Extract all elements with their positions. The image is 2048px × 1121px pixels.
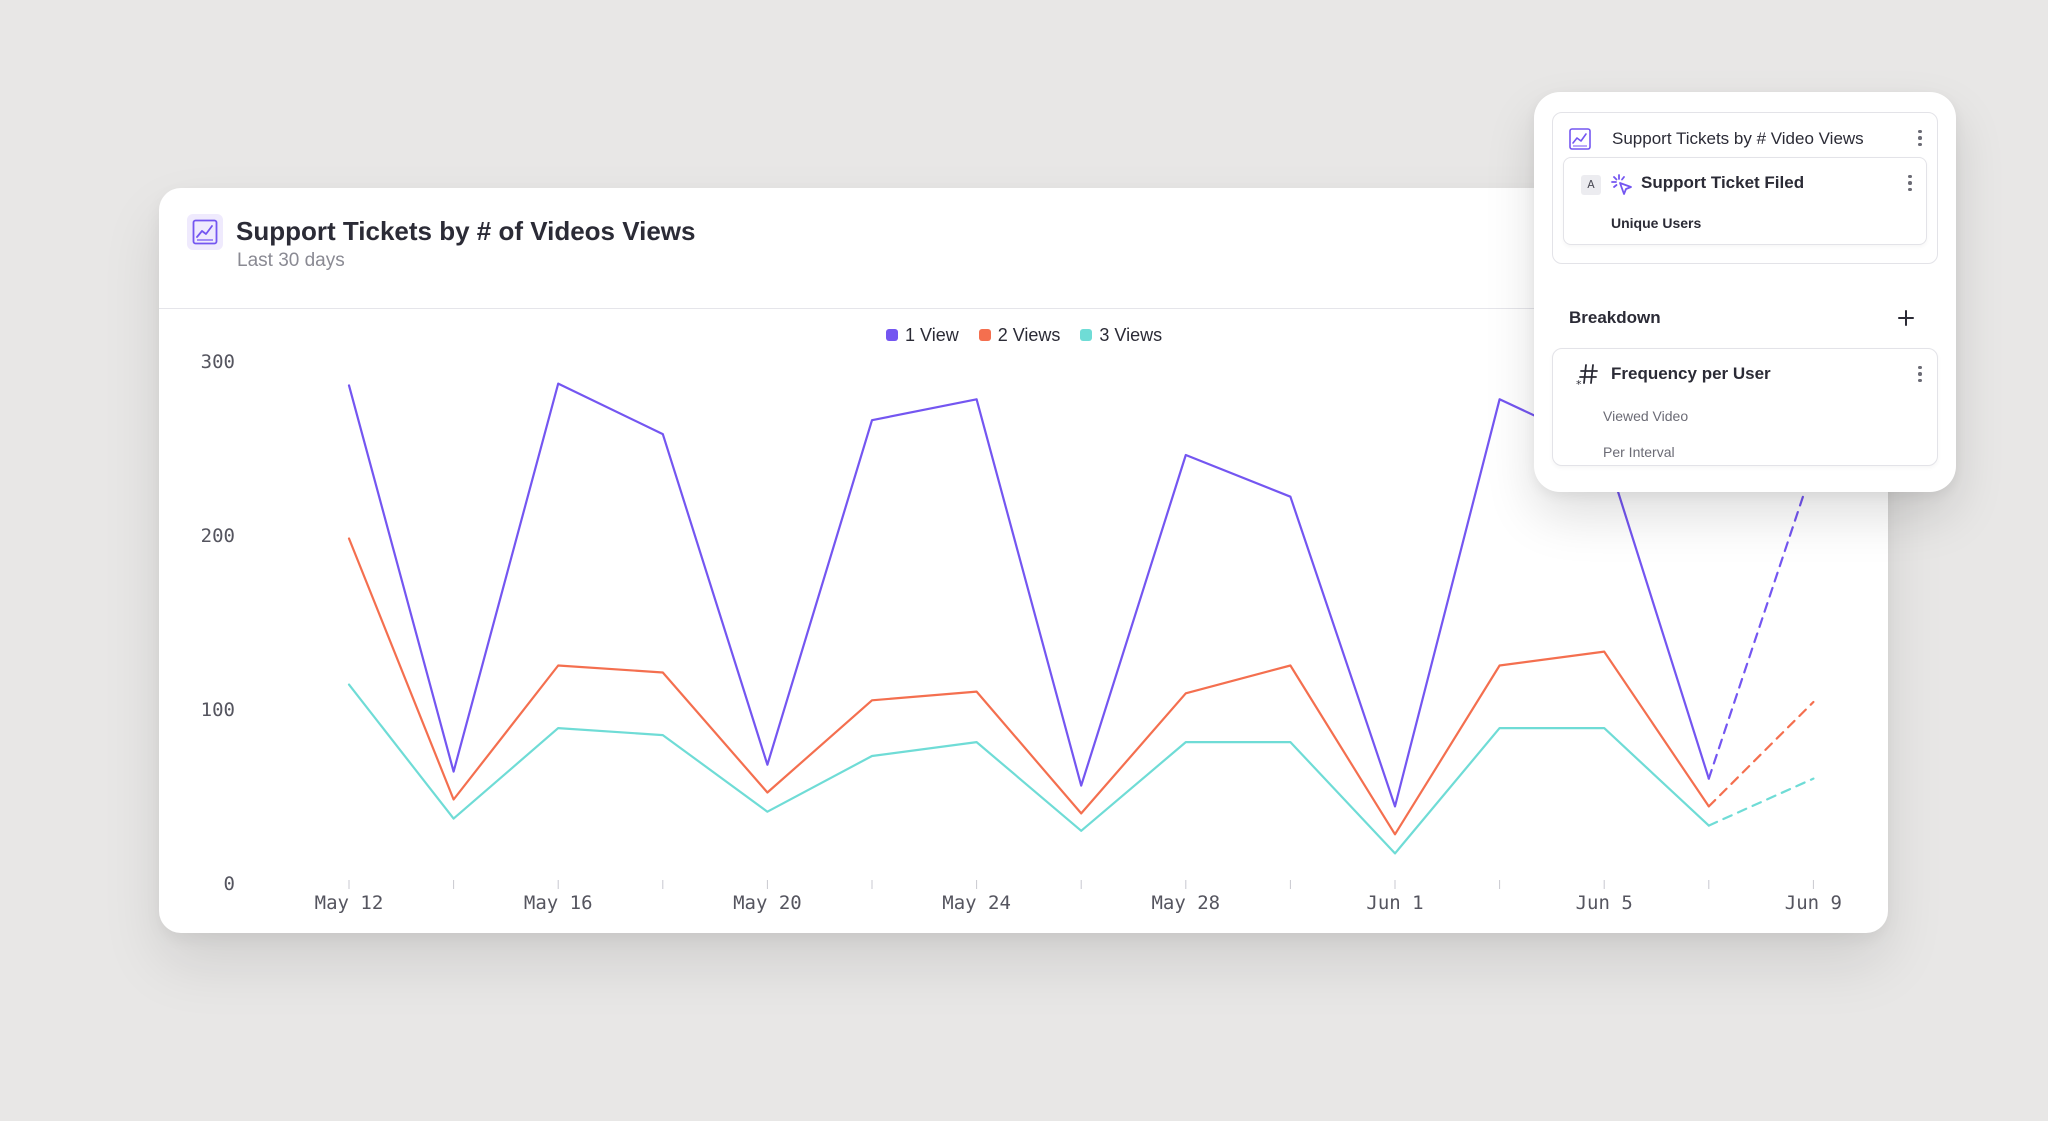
x-tick-label: May 28 xyxy=(1151,892,1220,914)
report-title[interactable]: Support Tickets by # of Videos Views xyxy=(236,216,696,246)
chart-legend: 1 View 2 Views 3 Views xyxy=(886,322,1162,348)
series-partial-line-3-views xyxy=(1707,777,1815,827)
x-tick-label: Jun 9 xyxy=(1785,892,1842,914)
x-tick-label: Jun 1 xyxy=(1366,892,1423,914)
y-tick-label: 200 xyxy=(201,525,235,547)
cursor-click-icon xyxy=(1611,174,1632,195)
legend-swatch xyxy=(886,329,898,341)
hash-icon: * xyxy=(1576,364,1598,389)
plus-icon[interactable] xyxy=(1894,306,1918,330)
breakdown-card[interactable]: * Frequency per User Viewed Video Per In… xyxy=(1552,348,1938,466)
breakdown-event[interactable]: Viewed Video xyxy=(1603,408,1689,424)
query-panel: Support Tickets by # Video Views A Suppo… xyxy=(1534,92,1956,492)
event-letter-badge: A xyxy=(1581,175,1601,195)
line-chart-icon xyxy=(1569,128,1591,150)
event-more-icon[interactable] xyxy=(1903,172,1917,194)
series-line-3-views xyxy=(347,683,1710,855)
line-chart-icon xyxy=(187,214,223,250)
legend-item-2-views[interactable]: 2 Views xyxy=(978,324,1061,346)
y-tick-label: 0 xyxy=(224,873,235,895)
legend-label: 2 Views xyxy=(997,324,1061,345)
report-header: Support Tickets by # of Videos Views Las… xyxy=(159,188,1888,309)
breakdown-name[interactable]: Frequency per User xyxy=(1611,364,1771,383)
event-measure[interactable]: Unique Users xyxy=(1611,215,1702,231)
legend-swatch xyxy=(1080,329,1093,341)
series-partial-line-2-views xyxy=(1707,700,1815,808)
x-tick-label: Jun 5 xyxy=(1576,892,1633,914)
legend-item-3-views[interactable]: 3 Views xyxy=(1080,325,1162,346)
breakdown-more-icon[interactable] xyxy=(1913,363,1927,385)
breakdown-label: Breakdown xyxy=(1569,308,1661,327)
legend-label: 1 View xyxy=(905,324,959,345)
legend-item-1-view[interactable]: 1 View xyxy=(886,325,959,346)
series-line-1-view xyxy=(347,382,1710,808)
metric-more-icon[interactable] xyxy=(1913,127,1927,149)
x-tick-label: May 24 xyxy=(942,892,1011,914)
legend-swatch xyxy=(978,329,991,341)
legend-label: 3 Views xyxy=(1099,324,1163,345)
event-name[interactable]: Support Ticket Filed xyxy=(1641,173,1805,192)
metric-title[interactable]: Support Tickets by # Video Views xyxy=(1612,129,1864,148)
svg-text:*: * xyxy=(1576,378,1582,389)
x-tick-label: May 12 xyxy=(315,892,384,914)
metric-header: Support Tickets by # Video Views xyxy=(1553,113,1937,161)
breakdown-interval[interactable]: Per Interval xyxy=(1603,444,1675,460)
date-range-label[interactable]: Last 30 days xyxy=(237,250,345,271)
series-line-2-views xyxy=(347,537,1710,836)
series-partial-line-1-view xyxy=(1707,464,1815,780)
y-tick-label: 100 xyxy=(201,699,235,721)
y-tick-label: 300 xyxy=(201,351,235,373)
event-card[interactable]: A Support Ticket Filed Unique Users xyxy=(1563,157,1927,245)
x-tick-label: May 16 xyxy=(524,892,593,914)
metric-card[interactable]: Support Tickets by # Video Views A Suppo… xyxy=(1552,112,1938,264)
x-tick-label: May 20 xyxy=(733,892,802,914)
